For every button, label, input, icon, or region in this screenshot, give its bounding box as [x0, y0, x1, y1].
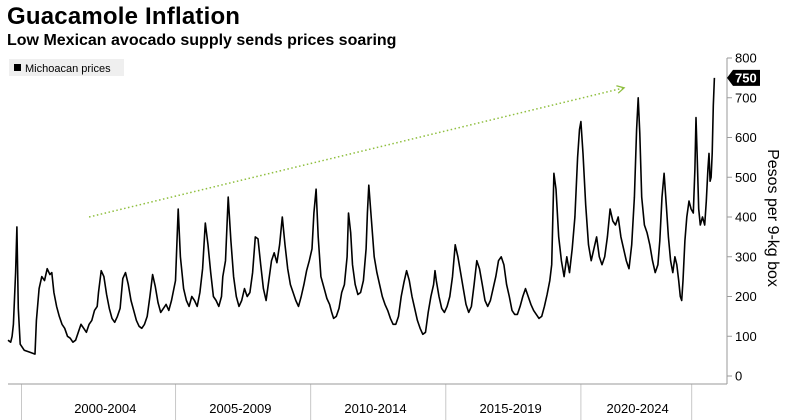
- last-value-tag: [727, 69, 760, 86]
- y-tick-label: 800: [735, 51, 757, 66]
- y-tick-label: 100: [735, 329, 757, 344]
- x-tick-label: 2015-2019: [480, 401, 542, 416]
- y-tick-label: 700: [735, 90, 757, 105]
- legend-label: Michoacan prices: [25, 63, 111, 75]
- series-line-michoacan: [7, 77, 716, 355]
- legend-box: [9, 59, 124, 76]
- x-tick-label: 2005-2009: [209, 401, 271, 416]
- y-tick-label: 0: [735, 369, 742, 384]
- y-axis-title: Pesos per 9-kg box: [764, 149, 781, 287]
- x-tick-label: 2010-2014: [344, 401, 406, 416]
- last-value-label: 750: [735, 70, 757, 85]
- y-tick-label: 600: [735, 130, 757, 145]
- y-tick-label: 200: [735, 289, 757, 304]
- y-tick-label: 400: [735, 210, 757, 225]
- y-tick-label: 500: [735, 170, 757, 185]
- chart-subtitle: Low Mexican avocado supply sends prices …: [7, 32, 397, 49]
- legend-swatch: [14, 64, 21, 71]
- chart-title: Guacamole Inflation: [7, 3, 241, 30]
- x-tick-label: 2020-2024: [607, 401, 669, 416]
- x-tick-label: 2000-2004: [74, 401, 136, 416]
- trend-arrow-head: [616, 85, 626, 94]
- legend: Michoacan prices: [9, 59, 124, 76]
- y-tick-label: 300: [735, 249, 757, 264]
